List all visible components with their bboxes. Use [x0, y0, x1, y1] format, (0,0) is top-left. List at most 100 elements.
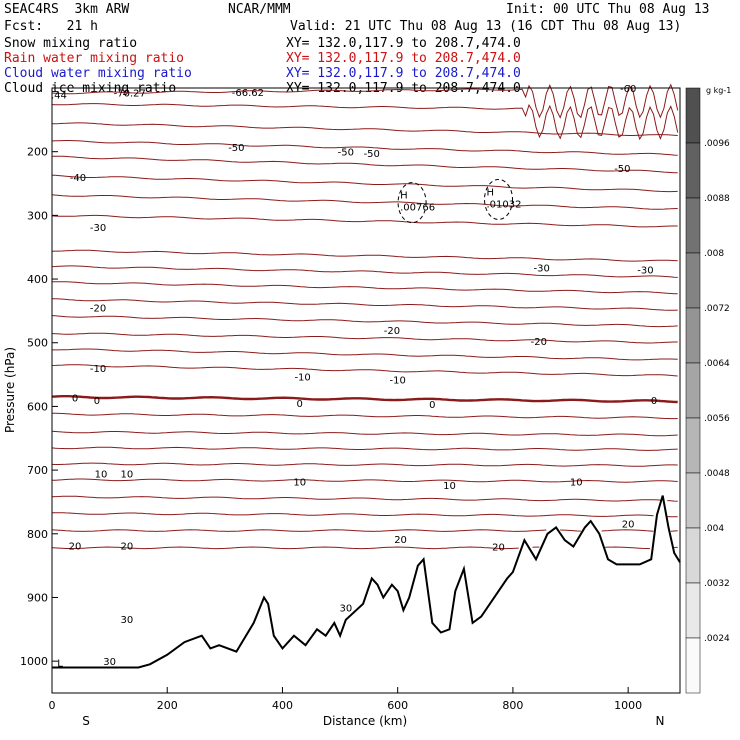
contour-label: 0 — [72, 394, 78, 405]
colorbar-tick-label: .0096 — [704, 139, 730, 149]
contour-label: 0 — [94, 396, 100, 407]
y-tick-label: 1000 — [20, 655, 48, 668]
axes-layer: 0 200 400 600 800 100020030040050060070080090… — [20, 146, 642, 712]
contour-label: -66.62 — [232, 88, 264, 99]
colorbar-segment — [685, 87, 701, 144]
isotherm-line — [52, 348, 678, 361]
cloud-ice-contour — [397, 182, 427, 224]
isotherm-line — [51, 332, 678, 344]
extremum-value: .01032 — [487, 199, 522, 210]
contour-label: 30 — [339, 604, 352, 615]
colorbar-unit: g kg-1 — [706, 86, 731, 95]
contour-label: 0 — [651, 396, 657, 407]
isotherm-line — [51, 265, 678, 278]
contour-label: 20 — [492, 543, 505, 554]
isotherm-layer — [51, 83, 679, 550]
x-axis-label: Distance (km) — [323, 714, 407, 728]
field-label-rain: Rain water mixing ratio — [4, 51, 185, 66]
field-xy-cloud-water: XY= 132.0,117.9 to 208.7,474.0 — [286, 66, 521, 81]
contour-label: -60 — [620, 84, 636, 95]
y-tick-label: 400 — [27, 273, 48, 286]
contour-label: 20 — [121, 541, 134, 552]
init-time: Init: 00 UTC Thu 08 Aug 13 — [506, 2, 710, 17]
y-tick-label: 500 — [27, 337, 48, 350]
isotherm-line — [51, 495, 678, 502]
contour-label: -50 — [614, 164, 630, 175]
contour-label: -10 — [390, 376, 406, 387]
colorbar: .0096 .0088 .008 .0072 .0064 .0056 .0048 .004 .0… — [685, 87, 730, 694]
extremum-value: 27.53 — [57, 671, 86, 682]
isotherm-line — [51, 298, 678, 311]
colorbar-segment — [685, 142, 701, 199]
terrain-fill — [52, 495, 680, 693]
contour-label-layer: -66.62-70.27.44-60-50 -50 -50-50-40-30-30-… — [51, 84, 657, 668]
isotherm-line — [51, 315, 678, 328]
terrain-line — [51, 495, 681, 669]
isotherm-line — [51, 140, 678, 156]
isotherm-line — [51, 364, 678, 377]
contour-label: 0 — [297, 399, 303, 410]
colorbar-segment — [685, 252, 701, 309]
field-label-cloud-ice: Cloud ice mixing ratio — [4, 81, 177, 96]
terrain-layer — [51, 495, 681, 693]
contour-label: 10 — [443, 481, 456, 492]
y-tick-label: 600 — [27, 400, 48, 413]
forecast-hour: Fcst: 21 h — [4, 19, 98, 34]
isotherm-line — [52, 412, 678, 420]
contour-label: -30 — [534, 264, 550, 275]
org-label: NCAR/MMM — [228, 2, 291, 17]
x-tick-label: 0 — [49, 699, 56, 712]
colorbar-segment — [685, 197, 701, 254]
plot-frame — [51, 87, 681, 694]
isotherm-line — [51, 103, 679, 141]
isotherm-line — [51, 430, 678, 437]
colorbar-tick-label: .004 — [704, 524, 724, 534]
contour-label: -10 — [90, 364, 106, 375]
contour-label: 30 — [501, 602, 514, 613]
isotherm-line — [51, 214, 678, 228]
y-tick-label: 700 — [27, 464, 48, 477]
contour-label: 10 — [293, 478, 306, 489]
isotherm-line — [52, 122, 678, 136]
x-tick-label: 400 — [272, 699, 293, 712]
x-tick-label: 800 — [502, 699, 523, 712]
colorbar-segment — [685, 472, 701, 529]
colorbar-tick-label: .008 — [704, 249, 724, 259]
colorbar-segment — [685, 417, 701, 474]
y-tick-label: 300 — [27, 209, 48, 222]
endpoint-left: S — [82, 714, 90, 728]
model-title: SEAC4RS 3km ARW — [4, 2, 130, 17]
isotherm-line — [51, 512, 678, 518]
contour-label: -40 — [70, 173, 86, 184]
contour-label: 10 — [95, 469, 108, 480]
colorbar-segment — [685, 527, 701, 584]
isotherm-line — [51, 395, 678, 404]
contour-label: -30 — [90, 223, 106, 234]
valid-time: Valid: 21 UTC Thu 08 Aug 13 (16 CDT Thu … — [290, 19, 682, 34]
extremum-letter: L — [57, 659, 63, 670]
contour-label: -50 — [228, 143, 244, 154]
contour-label: -10 — [294, 372, 310, 383]
colorbar-tick-label: .0072 — [704, 304, 730, 314]
isotherm-line — [51, 546, 678, 550]
isotherm-line — [51, 249, 678, 262]
colorbar-tick-label: .0024 — [704, 634, 730, 644]
contour-label: -50 — [364, 149, 380, 160]
contour-label: 20 — [394, 535, 407, 546]
y-tick-label: 800 — [27, 528, 48, 541]
isotherm-line — [51, 529, 678, 532]
field-label-cloud-water: Cloud water mixing ratio — [4, 66, 192, 81]
isotherm-line — [51, 462, 678, 467]
contour-label: 30 — [103, 657, 116, 668]
extremum-letter: H — [487, 187, 495, 198]
isotherm-line — [51, 281, 678, 295]
colorbar-segment — [685, 307, 701, 364]
isotherm-line — [51, 478, 678, 483]
colorbar-segment — [685, 582, 701, 639]
colorbar-tick-label: .0064 — [704, 359, 730, 369]
extremum-letter: H — [400, 191, 408, 202]
contour-label: -20 — [384, 326, 400, 337]
colorbar-tick-label: .0048 — [704, 469, 730, 479]
